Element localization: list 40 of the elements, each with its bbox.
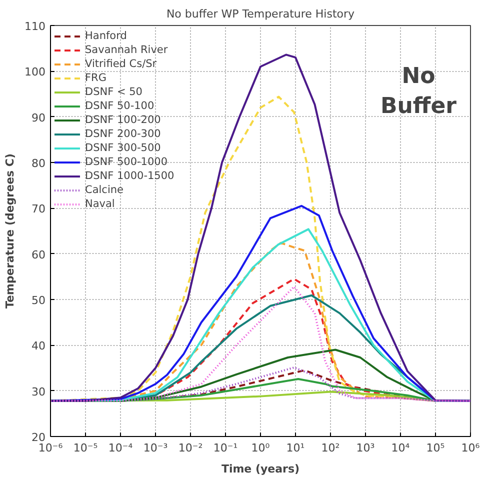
legend-label: DSNF 1000-1500	[85, 170, 174, 182]
x-tick-label: 10⁶	[461, 442, 480, 454]
x-tick-label: 10²	[321, 442, 340, 454]
legend-label: DSNF 500-1000	[85, 156, 168, 168]
x-tick-label: 10⁻²	[178, 442, 203, 454]
y-tick-label: 20	[32, 431, 46, 444]
y-tick-label: 80	[32, 157, 46, 170]
x-axis-title: Time (years)	[221, 462, 300, 476]
legend-label: Naval	[85, 198, 115, 210]
y-tick-label: 110	[24, 20, 46, 33]
legend-label: Calcine	[85, 184, 124, 196]
legend-label: DSNF < 50	[85, 86, 142, 98]
x-tick-label: 10⁻¹	[213, 442, 238, 454]
legend-label: Hanford	[85, 30, 127, 42]
legend-label: DSNF 100-200	[85, 114, 161, 126]
y-tick-label: 100	[24, 66, 46, 79]
y-tick-label: 50	[32, 294, 46, 307]
x-tick-label: 10⁻⁴	[108, 442, 134, 454]
legend-label: Savannah River	[85, 44, 168, 56]
y-axis-title: Temperature (degrees C)	[4, 153, 17, 309]
x-tick-label: 10⁻⁶	[38, 442, 64, 454]
x-tick-label: 10⁴	[391, 442, 410, 454]
annotation: No Buffer	[380, 64, 457, 119]
legend-label: DSNF 300-500	[85, 142, 161, 154]
chart-title: No buffer WP Temperature History	[166, 8, 356, 20]
y-tick-label: 40	[32, 340, 46, 353]
y-tick-label: 70	[32, 202, 46, 216]
legend-label: FRG	[85, 72, 106, 84]
y-tick-label: 90	[32, 111, 46, 124]
legend-label: Vitrified Cs/Sr	[85, 58, 157, 70]
x-tick-label: 10⁻³	[143, 442, 168, 454]
y-tick-label: 60	[32, 248, 46, 262]
legend-label: DSNF 200-300	[85, 128, 161, 140]
y-tick-label: 30	[32, 385, 46, 398]
x-tick-label: 10¹	[286, 442, 305, 454]
x-tick-label: 10⁻⁵	[73, 442, 98, 454]
x-tick-label: 10⁰	[251, 442, 270, 454]
legend-label: DSNF 50-100	[85, 100, 154, 112]
x-tick-label: 10³	[356, 442, 375, 454]
x-tick-label: 10⁵	[426, 442, 445, 454]
